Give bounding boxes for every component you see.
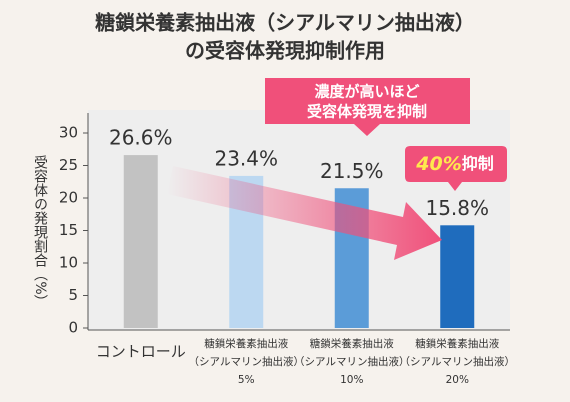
x-tick-label: 5% — [238, 374, 255, 386]
value-label: 21.5% — [320, 159, 384, 183]
x-tick-label: 糖鎖栄養素抽出液 — [204, 337, 288, 350]
y-tick-label: 15 — [59, 221, 78, 239]
x-tick-label: 糖鎖栄養素抽出液 — [415, 337, 499, 350]
y-tick-label: 10 — [59, 254, 78, 272]
chart-title: の受容体発現抑制作用 — [185, 39, 385, 63]
bar — [440, 225, 475, 328]
callout-label: 抑制 — [462, 154, 494, 173]
y-tick-label: 0 — [68, 319, 78, 337]
banner — [265, 78, 470, 136]
x-tick-label: 糖鎖栄養素抽出液 — [310, 337, 394, 350]
banner-text: 受容体発現を抑制 — [307, 103, 427, 121]
y-tick-label: 30 — [59, 124, 78, 142]
value-label: 15.8% — [425, 196, 489, 220]
y-tick-label: 5 — [68, 286, 78, 304]
x-tick-label: コントロール — [96, 343, 186, 361]
x-tick-label: 10% — [340, 374, 363, 386]
y-tick-label: 20 — [59, 189, 78, 207]
x-tick-label: （シアルマリン抽出液） — [294, 355, 409, 368]
callout-text: 40%抑制 — [415, 153, 494, 175]
banner-text: 濃度が高いほど — [314, 83, 419, 101]
trend-arrow — [167, 166, 442, 260]
value-label: 26.6% — [109, 126, 173, 150]
callout-emphasis: 40% — [415, 153, 461, 175]
bar — [123, 155, 158, 328]
x-tick-label: （シアルマリン抽出液） — [400, 355, 515, 368]
x-tick-label: （シアルマリン抽出液） — [189, 355, 304, 368]
y-axis-label: 受容体の発現割合（%） — [32, 155, 48, 308]
x-tick-label: 20% — [446, 374, 469, 386]
y-tick-label: 25 — [59, 156, 78, 174]
callout — [405, 146, 507, 191]
value-label: 23.4% — [214, 146, 278, 170]
chart-title: 糖鎖栄養素抽出液（シアルマリン抽出液） — [95, 11, 475, 35]
